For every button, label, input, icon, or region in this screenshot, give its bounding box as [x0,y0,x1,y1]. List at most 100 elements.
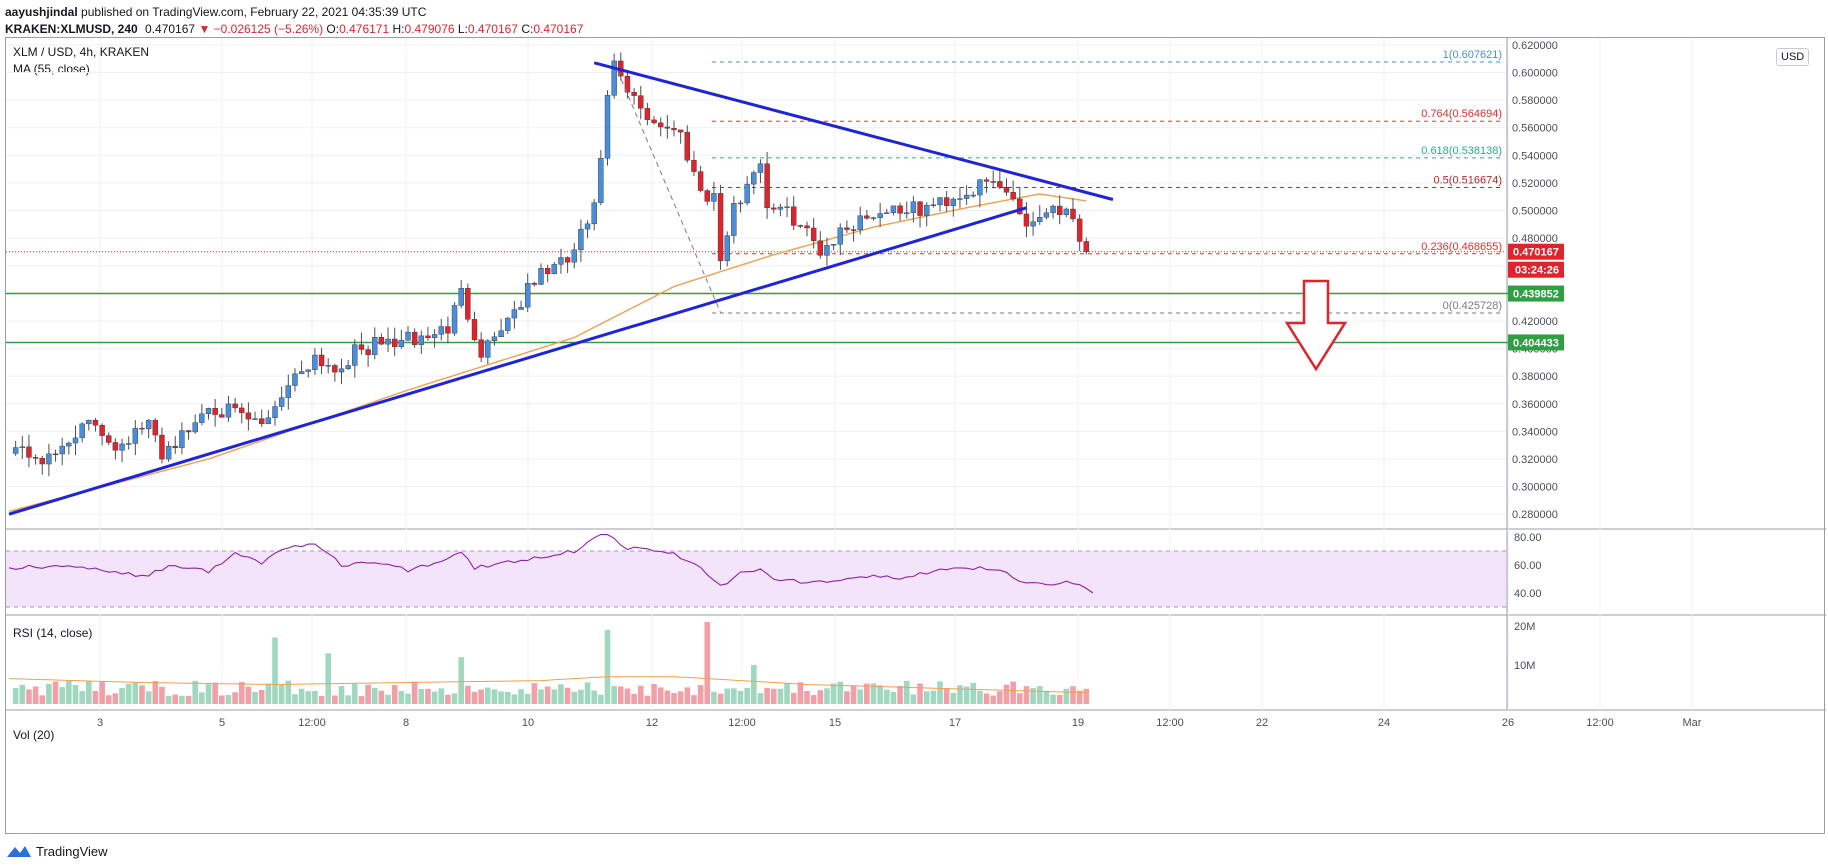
candle-body [963,194,970,199]
volume-bar [1056,694,1063,704]
candle-body [997,181,1003,188]
candle-body [172,446,178,449]
volume-bar [844,691,850,704]
price-tick-label: 0.380000 [1512,371,1558,383]
fib-level-label: 0(0.425728) [1443,300,1502,312]
candle-body [544,268,551,274]
volume-bar [79,691,85,704]
candle-body [86,419,92,425]
volume-bar [910,694,917,704]
candle-body [12,447,19,454]
candle-body [677,129,684,133]
time-tick-label: 12:00 [1586,717,1614,729]
volume-bar [618,686,624,704]
last-price-label-bg [1508,243,1564,260]
candle-body [578,228,584,251]
candle-body [824,245,830,256]
volume-bar [957,685,963,704]
publisher-name[interactable]: aayushjindal [5,5,78,19]
candle-body [59,445,65,455]
candle-body [551,264,557,274]
volume-bar [551,689,558,704]
moving-average [8,193,1087,513]
volume-bar [298,688,305,704]
candle-body [398,340,405,348]
volume-bar [817,690,824,704]
candle-body [564,257,571,263]
candle-body [930,204,937,206]
volume-bar [764,687,770,704]
candle-body [917,201,923,216]
support-price-label: 0.404433 [1513,337,1559,349]
fib-level-label: 0.5(0.516674) [1434,175,1503,187]
candle-body [278,397,285,407]
volume-bar [644,695,651,704]
volume-bar [425,688,431,704]
volume-bar [797,682,804,704]
candle-body [804,225,810,229]
volume-bar [19,684,26,704]
candle-body [983,179,990,182]
volume-bar [491,689,498,704]
volume-bar [511,694,518,704]
candle-body [924,204,930,216]
tradingview-logo[interactable]: TradingView [6,841,108,861]
volume-bar [445,694,451,704]
volume-bar [903,680,910,704]
time-tick-label: Mar [1683,717,1702,729]
candle-body [1003,187,1010,193]
candle-body [232,403,238,409]
candle-body [558,257,564,265]
candle-body [777,206,784,210]
volume-bar [531,683,538,704]
volume-pane: 20M 10M [8,621,1535,704]
candle-body [638,95,644,109]
candle-body [199,413,205,423]
volume-bar [777,688,784,704]
open-label: O: [326,22,340,36]
volume-bar [704,622,711,704]
candle-body [471,319,478,340]
volume-bar [664,690,671,704]
volume-bar [358,696,365,704]
candle-body [159,434,165,460]
candle-body [910,201,917,213]
volume-bar [857,689,863,704]
currency-badge[interactable]: USD [1776,48,1810,66]
volume-bar [86,681,92,704]
rsi-legend: RSI (14, close) [13,626,93,640]
volume-bar [744,687,750,704]
candle-body [598,158,604,203]
volume-bar [1036,686,1043,704]
time-tick-label: 22 [1256,717,1268,729]
volume-bar [1063,688,1070,704]
volume-bar [1003,684,1010,704]
volume-bar [258,689,265,704]
volume-bar [252,691,258,704]
candle-body [538,268,544,285]
candle-body [884,212,890,214]
candle-body [458,288,464,306]
candle-body [1017,198,1023,215]
support-lines [6,292,1510,344]
support-price-label: 0.439852 [1513,289,1559,301]
candle-body [830,244,837,246]
volume-bar [1043,690,1050,704]
volume-bar [32,686,39,704]
volume-bar [105,695,112,704]
volume-bar [830,683,837,704]
volume-bar [139,685,145,704]
fib-level-label: 0.236(0.468655) [1421,241,1502,253]
volume-bar [185,695,192,704]
volume-bar [52,681,59,704]
volume-bar [504,691,511,704]
candle-body [664,126,671,129]
candle-body [465,288,471,320]
candle-body [392,338,398,348]
candle-body [298,371,305,375]
volume-bar [850,685,857,704]
candle-body [897,205,903,214]
candle-body [19,446,25,449]
time-tick-label: 10 [522,717,534,729]
